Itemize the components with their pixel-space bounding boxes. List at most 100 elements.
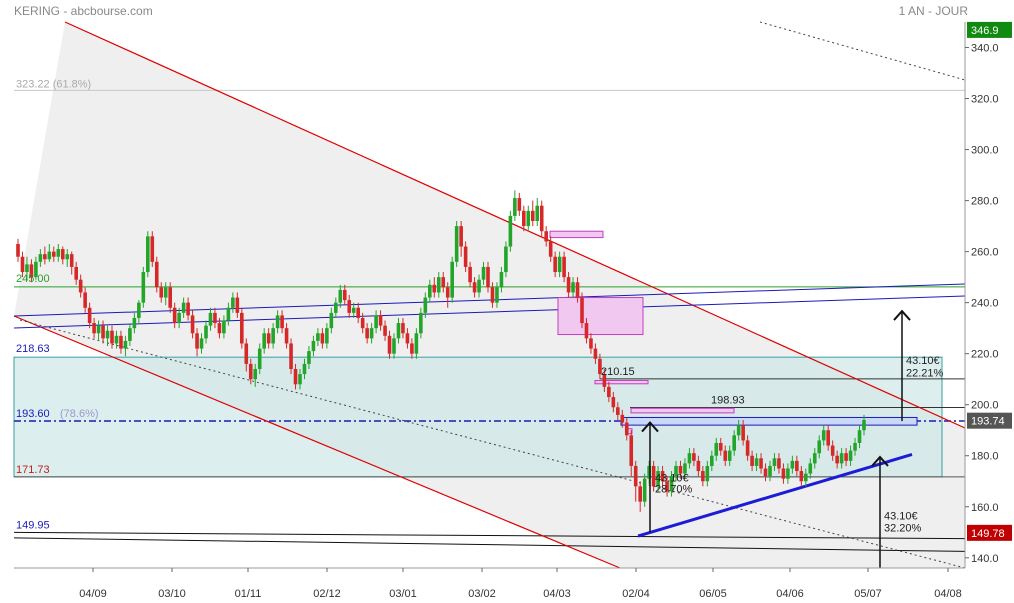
- candle-body: [105, 330, 110, 339]
- candle-body: [280, 315, 284, 329]
- level-19893-label: 198.93: [711, 394, 745, 406]
- candle-body: [472, 282, 477, 293]
- candle-body: [392, 338, 396, 354]
- x-tick-label: 04/08: [934, 588, 962, 600]
- support-line-2: [13, 537, 966, 552]
- candle-body: [266, 333, 271, 344]
- candle-body: [513, 198, 517, 216]
- annotation-1-amount: 43.10€: [906, 355, 940, 367]
- annotation-3-percent: 32.20%: [884, 523, 922, 535]
- candle-body: [598, 358, 602, 375]
- target-arrow-3-head: [871, 455, 889, 467]
- candle-body: [365, 328, 369, 339]
- y-tick-label: 300.0: [971, 145, 999, 157]
- candle-body: [329, 312, 334, 329]
- candle-body: [253, 368, 258, 380]
- candle-body: [557, 256, 562, 273]
- candle-body: [754, 458, 759, 466]
- box-top-label: 218.63: [16, 343, 50, 355]
- annotation-2-percent: 28.70%: [655, 484, 693, 496]
- last-price-badge: 193.74: [971, 416, 1005, 428]
- candle-body: [275, 315, 280, 329]
- candle-body: [69, 254, 74, 267]
- candle-body: [763, 468, 768, 477]
- low-badge-bg: [967, 524, 1012, 541]
- axes: 140.0 160.0 180.0 200.0 220.0 240.0 260.0 280.0…: [14, 21, 1012, 600]
- x-tick-label: 04/06: [776, 588, 804, 600]
- candle-body: [459, 226, 463, 247]
- candle-body: [777, 458, 781, 469]
- candle-body: [468, 266, 472, 283]
- candle-body: [387, 335, 392, 354]
- candle-body: [539, 205, 544, 232]
- candle-body: [168, 287, 172, 308]
- candle-body: [414, 333, 419, 354]
- candle-body: [52, 251, 56, 257]
- pink-box-1: [549, 230, 604, 239]
- candle-body: [526, 210, 531, 227]
- candle-body: [137, 302, 141, 318]
- candle-body: [92, 323, 96, 334]
- annotation-1-percent: 22.21%: [906, 368, 944, 380]
- candle-body: [629, 435, 634, 466]
- candle-body: [718, 442, 723, 451]
- candle-body: [620, 414, 625, 423]
- level-21015-label: 210.15: [601, 366, 635, 378]
- candle-body: [235, 297, 240, 313]
- candle-body: [616, 407, 620, 415]
- candle-body: [566, 277, 571, 293]
- candle-body: [338, 289, 343, 303]
- candle-body: [696, 460, 701, 472]
- candle-body: [334, 302, 338, 313]
- candle-body: [60, 249, 65, 260]
- candle-body: [853, 442, 857, 451]
- annotation-2-amount: 43.10€: [655, 472, 689, 484]
- candle-body: [271, 328, 275, 344]
- candle-body: [146, 236, 150, 273]
- chart-title: KERING - abcbourse.com: [14, 4, 153, 18]
- candle-body: [723, 450, 728, 461]
- annotations: 43.10€22.21%43.10€28.70%43.10€32.20%323.…: [16, 78, 944, 568]
- candle-body: [660, 471, 665, 482]
- candle-body: [454, 226, 459, 262]
- candle-body: [204, 325, 208, 339]
- x-tick-label: 02/04: [622, 588, 650, 600]
- rising-trendline: [637, 453, 913, 538]
- candle-body: [665, 481, 669, 492]
- candle-body: [732, 435, 736, 451]
- candle-body: [508, 215, 513, 247]
- candle-body: [181, 302, 186, 313]
- candle-body: [759, 458, 763, 469]
- candle-body: [656, 471, 660, 487]
- candle-body: [727, 450, 732, 461]
- high-badge: 346.9: [971, 25, 999, 37]
- candle-body: [638, 486, 642, 502]
- candle-body: [795, 460, 799, 472]
- candle-body: [217, 323, 222, 334]
- candle-body: [633, 465, 638, 487]
- candle-body: [222, 320, 226, 334]
- candle-body: [692, 453, 696, 461]
- candle-body: [56, 249, 61, 257]
- candle-body: [119, 335, 123, 349]
- chart-background: [14, 22, 965, 568]
- candle-body: [441, 277, 446, 288]
- support-label: 149.95: [16, 519, 50, 531]
- candle-body: [20, 256, 25, 273]
- candle-body: [163, 287, 168, 298]
- candle-body: [29, 264, 34, 278]
- candle-body: [307, 351, 311, 364]
- y-tick-label: 180.0: [971, 451, 999, 463]
- fib-786-label: 193.60: [16, 408, 50, 420]
- high-badge-bg: [967, 21, 1012, 38]
- resistance-box: [620, 416, 918, 426]
- candle-body: [786, 468, 790, 479]
- candle-body: [96, 325, 101, 334]
- candle-body: [517, 198, 522, 211]
- x-tick-label: 03/10: [158, 588, 186, 600]
- candle-body: [325, 328, 329, 344]
- fib-618-label: 323.22 (61.8%): [16, 78, 91, 90]
- candle-body: [736, 425, 741, 436]
- x-tick-label: 01/11: [235, 588, 262, 600]
- green-level-label: 245.00: [16, 273, 50, 285]
